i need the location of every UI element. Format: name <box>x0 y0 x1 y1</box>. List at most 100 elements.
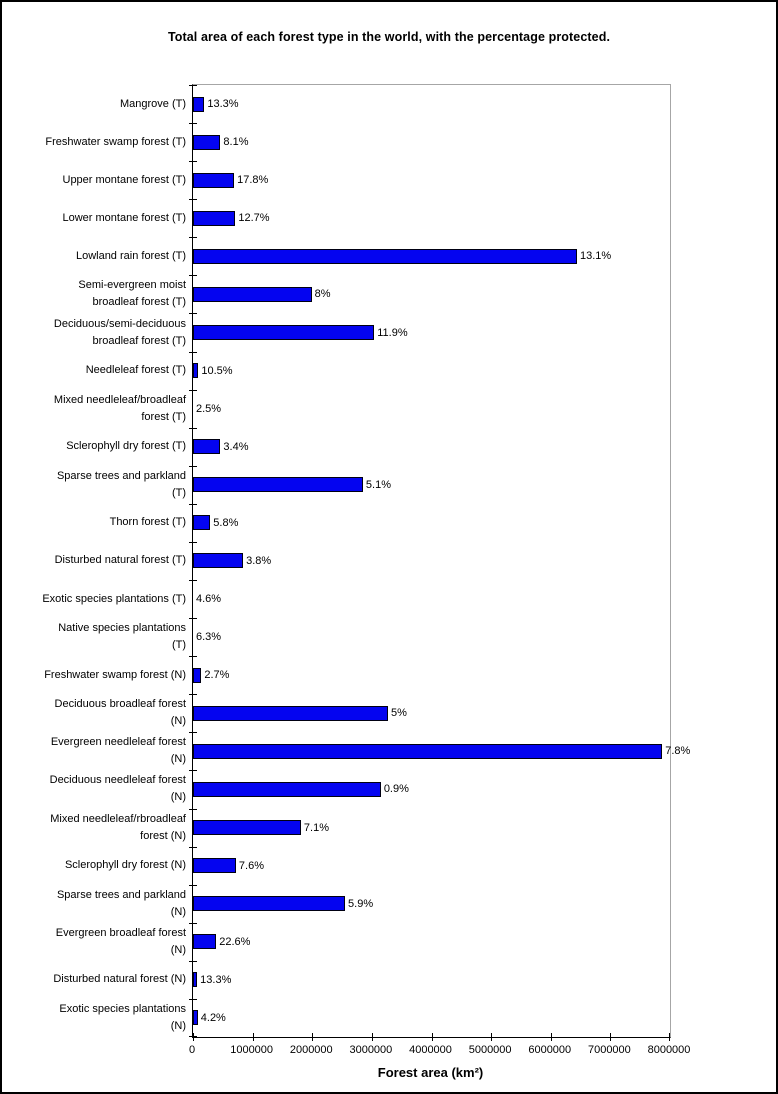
y-axis-tick <box>189 694 197 695</box>
y-axis-tick <box>189 161 197 162</box>
category-label: Deciduous broadleaf forest (N) <box>54 698 186 728</box>
bar <box>193 134 221 150</box>
bar-value-label: 13.3% <box>200 973 232 986</box>
bar-value-label: 11.9% <box>377 326 408 339</box>
bar-value-label: 0.9% <box>383 783 409 796</box>
bar-value-label: 7.1% <box>303 821 329 834</box>
chart-row: Exotic species plantations (N) 4.2% <box>59 999 670 1037</box>
x-axis-tick-label: 1000000 <box>230 1044 274 1056</box>
chart-row: Native species plantations (T) 6.3% <box>58 618 670 656</box>
category-label: Exotic species plantations (T) <box>42 592 186 605</box>
bar <box>193 820 301 836</box>
chart-row: Upper montane forest (T) 17.8% <box>63 161 670 199</box>
bar-value-label: 7.8% <box>665 745 691 758</box>
y-axis-tick <box>189 809 197 810</box>
y-axis-tick <box>189 656 197 657</box>
category-label: Mixed needleleaf/broadleaf forest (T) <box>53 393 186 423</box>
bar <box>193 96 205 112</box>
bar <box>193 477 363 493</box>
bar-value-label: 4.6% <box>196 593 222 606</box>
x-axis-tick <box>431 1033 433 1041</box>
bar <box>193 934 217 950</box>
x-axis-tick-label: 0 <box>188 1044 196 1056</box>
y-axis-tick <box>189 847 197 848</box>
category-label: Lowland rain forest (T) <box>75 249 186 262</box>
bar-value-label: 12.7% <box>238 212 270 225</box>
x-axis-title: Forest area (km²) <box>377 1065 484 1080</box>
chart-row: Deciduous/semi-deciduous broadleaf fores… <box>54 313 670 351</box>
x-axis-tick <box>610 1033 612 1041</box>
chart-row: Deciduous needleleaf forest (N) 0.9% <box>50 770 670 808</box>
category-label: Disturbed natural forest (N) <box>53 973 186 986</box>
bar-value-label: 6.3% <box>196 631 222 644</box>
bar-value-label: 10.5% <box>201 364 233 377</box>
chart-row: Sparse trees and parkland (T) 5.1% <box>57 466 670 504</box>
bar <box>193 172 235 188</box>
bar-value-label: 5.1% <box>365 478 391 491</box>
chart-row: Lower montane forest (T) 12.7% <box>63 199 670 237</box>
category-label: Freshwater swamp forest (T) <box>45 135 186 148</box>
bar-value-label: 13.1% <box>579 250 612 263</box>
category-label: Mixed needleleaf/rbroadleaf forest (N) <box>50 812 186 842</box>
y-axis-tick <box>189 999 197 1000</box>
category-label: Deciduous/semi-deciduous broadleaf fores… <box>53 317 186 347</box>
x-axis-tick <box>193 1033 194 1041</box>
x-axis-tick <box>550 1033 552 1041</box>
y-axis-tick <box>189 275 197 276</box>
bar-value-label: 7.6% <box>238 859 264 872</box>
chart-row: Lowland rain forest (T) 13.1% <box>76 237 670 275</box>
y-axis-tick <box>189 504 197 505</box>
category-label: Upper montane forest (T) <box>62 173 187 186</box>
chart-row: Mixed needleleaf/broadleaf forest (T) 2.5… <box>54 390 670 428</box>
bar <box>193 286 312 302</box>
x-axis-tick <box>252 1033 254 1041</box>
x-axis-tick <box>371 1033 373 1041</box>
x-axis-tick-label: 7000000 <box>587 1044 631 1056</box>
bar <box>193 248 577 264</box>
bar-value-label: 3.4% <box>223 440 249 453</box>
y-axis-tick <box>189 580 197 581</box>
chart-row: Exotic species plantations (T) 4.6% <box>42 580 670 618</box>
bar-value-label: 8% <box>314 288 331 301</box>
chart-row: Sparse trees and parkland (N) 5.9% <box>57 885 670 923</box>
y-axis-tick <box>189 885 197 886</box>
x-axis-tick-label: 3000000 <box>349 1044 393 1056</box>
bar <box>193 325 375 340</box>
chart-row: Sclerophyll dry forest (N) 7.6% <box>65 847 670 885</box>
category-label: Sparse trees and parkland (N) <box>56 888 186 918</box>
bar <box>193 210 236 226</box>
chart-row: Evergreen broadleaf forest (N) 22.6% <box>56 923 670 961</box>
y-axis-tick <box>189 85 197 86</box>
category-label: Sparse trees and parkland (T) <box>56 469 186 499</box>
bar-value-label: 2.5% <box>196 402 222 415</box>
bar <box>193 858 236 874</box>
category-label: Evergreen broadleaf forest (N) <box>55 926 186 956</box>
bar <box>193 667 202 683</box>
bar-value-label: 8.1% <box>223 136 249 149</box>
y-axis-tick <box>189 542 197 543</box>
bar-value-label: 3.8% <box>246 554 272 567</box>
bar-value-label: 4.2% <box>200 1011 226 1024</box>
x-axis-tick <box>312 1033 314 1041</box>
bar <box>193 439 221 455</box>
y-axis-tick <box>189 352 197 353</box>
category-label: Native species plantations (T) <box>58 622 186 652</box>
chart-row: Needleleaf forest (T) 10.5% <box>86 352 670 390</box>
y-axis-tick <box>189 466 197 467</box>
chart-row: Deciduous broadleaf forest (N) 5% <box>55 694 670 732</box>
bar <box>193 972 198 988</box>
bar <box>193 781 381 797</box>
chart-row: Mangrove (T) 13.3% <box>120 85 670 123</box>
category-label: Evergreen needleleaf forest (N) <box>50 736 186 766</box>
chart-row: Disturbed natural forest (T) 3.8% <box>55 542 670 580</box>
category-label: Sclerophyll dry forest (T) <box>66 440 186 453</box>
y-axis-tick <box>189 732 197 733</box>
bar <box>193 363 199 379</box>
chart-row: Thorn forest (T) 5.8% <box>110 504 670 542</box>
chart-title: Total area of each forest type in the wo… <box>167 30 611 44</box>
category-label: Thorn forest (T) <box>109 516 186 529</box>
x-axis-tick-label: 4000000 <box>409 1044 452 1056</box>
chart-row: Semi-evergreen moist broadleaf forest (T… <box>78 275 670 313</box>
category-label: Semi-evergreen moist broadleaf forest (T… <box>78 279 186 309</box>
y-axis-tick <box>189 123 197 124</box>
